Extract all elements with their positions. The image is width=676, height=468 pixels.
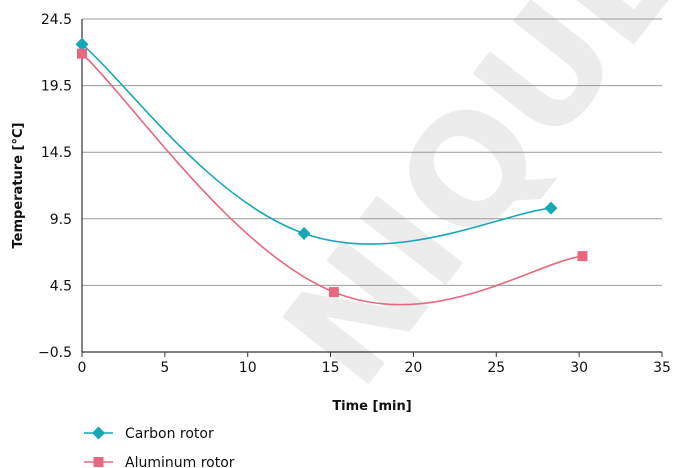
- legend-marker-carbon-rotor: [92, 426, 105, 440]
- x-tick-label: 10: [239, 360, 257, 376]
- x-tick-label: 0: [78, 360, 87, 376]
- data-point-carbon-rotor: [544, 201, 558, 215]
- legend-entry-aluminum-rotor: Aluminum rotor: [84, 455, 235, 468]
- legend-label-aluminum-rotor: Aluminum rotor: [125, 455, 235, 468]
- x-tick-label: 30: [570, 360, 588, 376]
- y-tick-label: 9.5: [50, 212, 72, 228]
- x-tick-label: 20: [405, 360, 423, 376]
- data-point-carbon-rotor: [75, 37, 89, 51]
- legend-entry-carbon-rotor: Carbon rotor: [84, 426, 214, 442]
- tick-labels: −0.5 4.5 9.5 14.5 19.5 24.5 0 5 10 15 20 25 30 35: [38, 12, 671, 376]
- series-aluminum-rotor: [77, 48, 588, 306]
- x-axis-title: Time [min]: [332, 399, 411, 414]
- data-point-aluminum-rotor: [77, 48, 87, 59]
- y-tick-label: 14.5: [41, 145, 72, 161]
- data-point-aluminum-rotor: [328, 287, 339, 298]
- x-tick-label: 5: [160, 360, 169, 376]
- data-point-aluminum-rotor: [577, 251, 588, 262]
- y-tick-label: 19.5: [41, 79, 72, 95]
- x-tick-label: 15: [322, 360, 340, 376]
- series-carbon-rotor: [75, 37, 558, 245]
- data-point-carbon-rotor: [297, 226, 311, 240]
- x-tick-label: 35: [653, 360, 671, 376]
- y-tick-label: 24.5: [41, 12, 72, 28]
- series: [75, 37, 588, 306]
- y-tick-label: 4.5: [50, 278, 72, 294]
- legend-label-carbon-rotor: Carbon rotor: [125, 426, 214, 442]
- axes: [81, 19, 663, 357]
- legend: Carbon rotor Aluminum rotor: [84, 426, 235, 468]
- gridlines: [82, 18, 662, 286]
- y-axis-title: Temperature [°C]: [11, 123, 26, 249]
- watermark: NIQUE: [251, 0, 676, 417]
- watermark-text: NIQUE: [251, 0, 676, 417]
- x-tick-label: 25: [487, 360, 505, 376]
- legend-marker-aluminum-rotor: [93, 457, 104, 467]
- y-tick-label: −0.5: [38, 345, 72, 361]
